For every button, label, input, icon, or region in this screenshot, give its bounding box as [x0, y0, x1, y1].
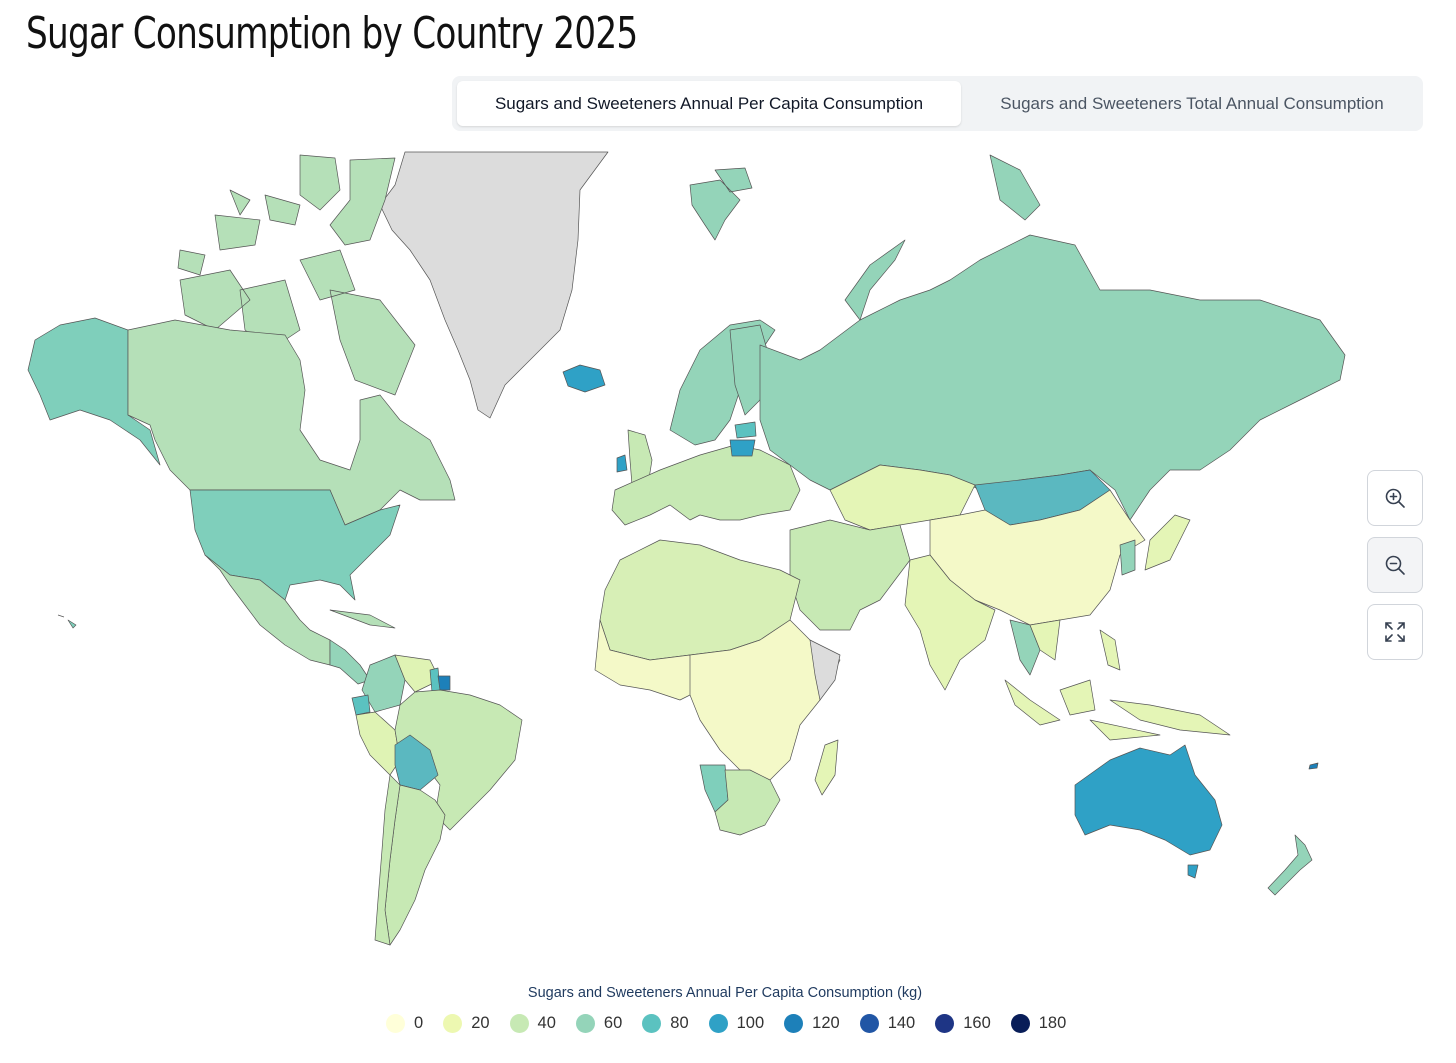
legend-swatch: [708, 1014, 728, 1033]
country-madagascar[interactable]: [814, 739, 839, 796]
country-iceland[interactable]: [562, 364, 606, 393]
country-india[interactable]: [904, 554, 996, 691]
country-middle-east[interactable]: [789, 519, 911, 631]
country-suriname[interactable]: [437, 675, 451, 691]
legend-title: Sugars and Sweeteners Annual Per Capita …: [527, 985, 923, 1001]
legend-swatch: [575, 1014, 595, 1033]
country-central-america[interactable]: [329, 639, 371, 685]
legend-swatch: [386, 1014, 405, 1033]
country-ireland[interactable]: [616, 454, 628, 473]
country-alaska-united-states[interactable]: [27, 317, 161, 466]
country-central-africa[interactable]: [689, 619, 841, 781]
country-horn-of-africa[interactable]: [809, 639, 841, 701]
country-kazakhstan[interactable]: [829, 464, 976, 531]
legend-swatch: [443, 1014, 463, 1033]
legend-item[interactable]: 120: [784, 1014, 840, 1033]
country-venezuela[interactable]: [394, 654, 441, 693]
tab-per-capita-consumption[interactable]: Sugars and Sweeteners Annual Per Capita …: [457, 81, 961, 126]
country-bolivia[interactable]: [394, 734, 439, 791]
legend-label: 180: [1038, 1014, 1067, 1032]
legend-label: 0: [414, 1014, 424, 1032]
legend-swatch: [935, 1014, 955, 1033]
country-svalbard[interactable]: [689, 167, 753, 241]
legend-swatch: [642, 1014, 662, 1033]
country-fiji[interactable]: [1308, 762, 1319, 770]
country-indonesia[interactable]: [1004, 679, 1231, 741]
legend-label: 60: [603, 1014, 623, 1032]
country-chile[interactable]: [374, 774, 401, 946]
tab-total-consumption[interactable]: Sugars and Sweeteners Total Annual Consu…: [1000, 94, 1384, 113]
legend-label: 80: [670, 1014, 689, 1032]
legend-label: 20: [471, 1014, 490, 1032]
country-thailand[interactable]: [1009, 619, 1041, 676]
country-canada[interactable]: [127, 319, 456, 526]
legend-swatch: [509, 1014, 529, 1033]
world-map-svg[interactable]: [0, 140, 1456, 960]
legend-item[interactable]: 80: [642, 1014, 689, 1033]
legend-label: 100: [736, 1014, 765, 1032]
country-philippines[interactable]: [1099, 629, 1121, 671]
zoom-out-button[interactable]: [1367, 537, 1423, 593]
country-hawaii[interactable]: [57, 614, 77, 629]
metric-tab-group: Sugars and Sweeteners Annual Per Capita …: [452, 76, 1423, 131]
legend-swatch: [1010, 1014, 1030, 1033]
legend-swatch: [859, 1014, 879, 1033]
country-new-zealand[interactable]: [1267, 834, 1313, 896]
legend-item[interactable]: 180: [1010, 1014, 1067, 1033]
country-cuba[interactable]: [329, 609, 396, 629]
legend-item[interactable]: 100: [708, 1014, 765, 1033]
country-indochina[interactable]: [1029, 619, 1061, 661]
legend-item[interactable]: 140: [859, 1014, 916, 1033]
fit-map-button[interactable]: [1367, 604, 1423, 660]
zoom-out-icon: [1385, 555, 1405, 575]
expand-icon: [1385, 622, 1405, 642]
country-europe[interactable]: [611, 444, 801, 526]
country-tasmania[interactable]: [1187, 864, 1199, 879]
country-australia[interactable]: [1074, 744, 1223, 856]
legend-label: 160: [963, 1014, 991, 1032]
legend-item[interactable]: 20: [443, 1014, 490, 1033]
world-map[interactable]: [0, 140, 1456, 960]
country-korea[interactable]: [1119, 539, 1136, 576]
zoom-in-button[interactable]: [1367, 470, 1423, 526]
legend-label: 40: [537, 1014, 556, 1032]
legend-label: 140: [887, 1014, 916, 1032]
country-south-africa[interactable]: [714, 769, 781, 836]
legend-swatch: [784, 1014, 804, 1033]
legend-label: 120: [812, 1014, 840, 1032]
zoom-in-icon: [1385, 488, 1405, 508]
legend-item[interactable]: 60: [575, 1014, 623, 1033]
country-lithuania[interactable]: [729, 439, 756, 457]
legend: 0 20 40 60 80 100 120 140 160 180: [386, 1014, 1086, 1033]
country-greenland[interactable]: [379, 151, 609, 419]
country-peru[interactable]: [355, 711, 401, 776]
country-latvia[interactable]: [734, 421, 757, 439]
country-japan[interactable]: [1144, 514, 1191, 571]
country-novaya-zemlya[interactable]: [844, 154, 1041, 321]
legend-item[interactable]: 40: [509, 1014, 556, 1033]
country-ecuador[interactable]: [351, 694, 371, 716]
legend-item[interactable]: 160: [935, 1014, 991, 1033]
page-title: Sugar Consumption by Country 2025: [26, 8, 638, 59]
legend-item[interactable]: 0: [386, 1014, 423, 1033]
